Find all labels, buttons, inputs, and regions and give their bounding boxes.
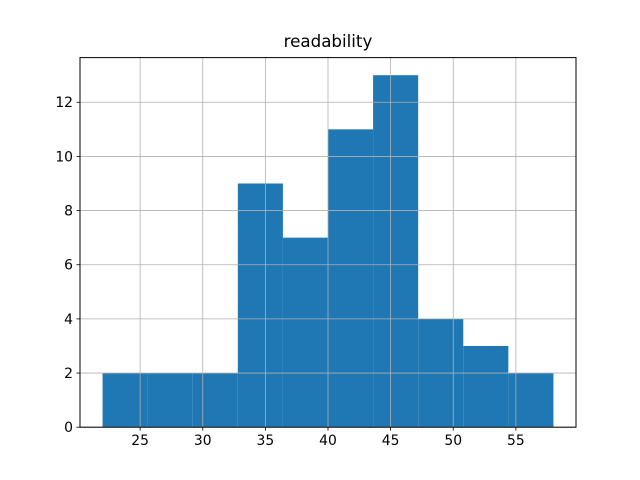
histogram-bar	[282, 237, 328, 428]
x-tick-label: 35	[257, 433, 275, 449]
x-tick-label: 40	[319, 433, 337, 449]
histogram-bar	[373, 75, 419, 428]
histogram-bar	[102, 373, 148, 428]
histogram-bar	[328, 129, 374, 428]
histogram-bar	[237, 183, 283, 428]
y-tick-label: 10	[55, 149, 73, 165]
y-tick-label: 2	[64, 366, 73, 382]
y-tick-label: 6	[64, 258, 73, 274]
histogram-bar	[508, 373, 554, 428]
x-tick-label: 50	[444, 433, 462, 449]
x-tick-label: 55	[507, 433, 525, 449]
y-tick-label: 0	[64, 420, 73, 436]
chart-title: readability	[283, 31, 373, 51]
histogram-bar	[463, 345, 509, 428]
x-tick-label: 30	[194, 433, 212, 449]
x-tick-label: 25	[131, 433, 149, 449]
histogram-bar	[147, 373, 193, 428]
y-tick-label: 4	[64, 312, 73, 328]
x-tick-label: 45	[382, 433, 400, 449]
y-tick-label: 12	[55, 95, 73, 111]
y-tick-label: 8	[64, 203, 73, 219]
histogram-bar	[192, 373, 238, 428]
